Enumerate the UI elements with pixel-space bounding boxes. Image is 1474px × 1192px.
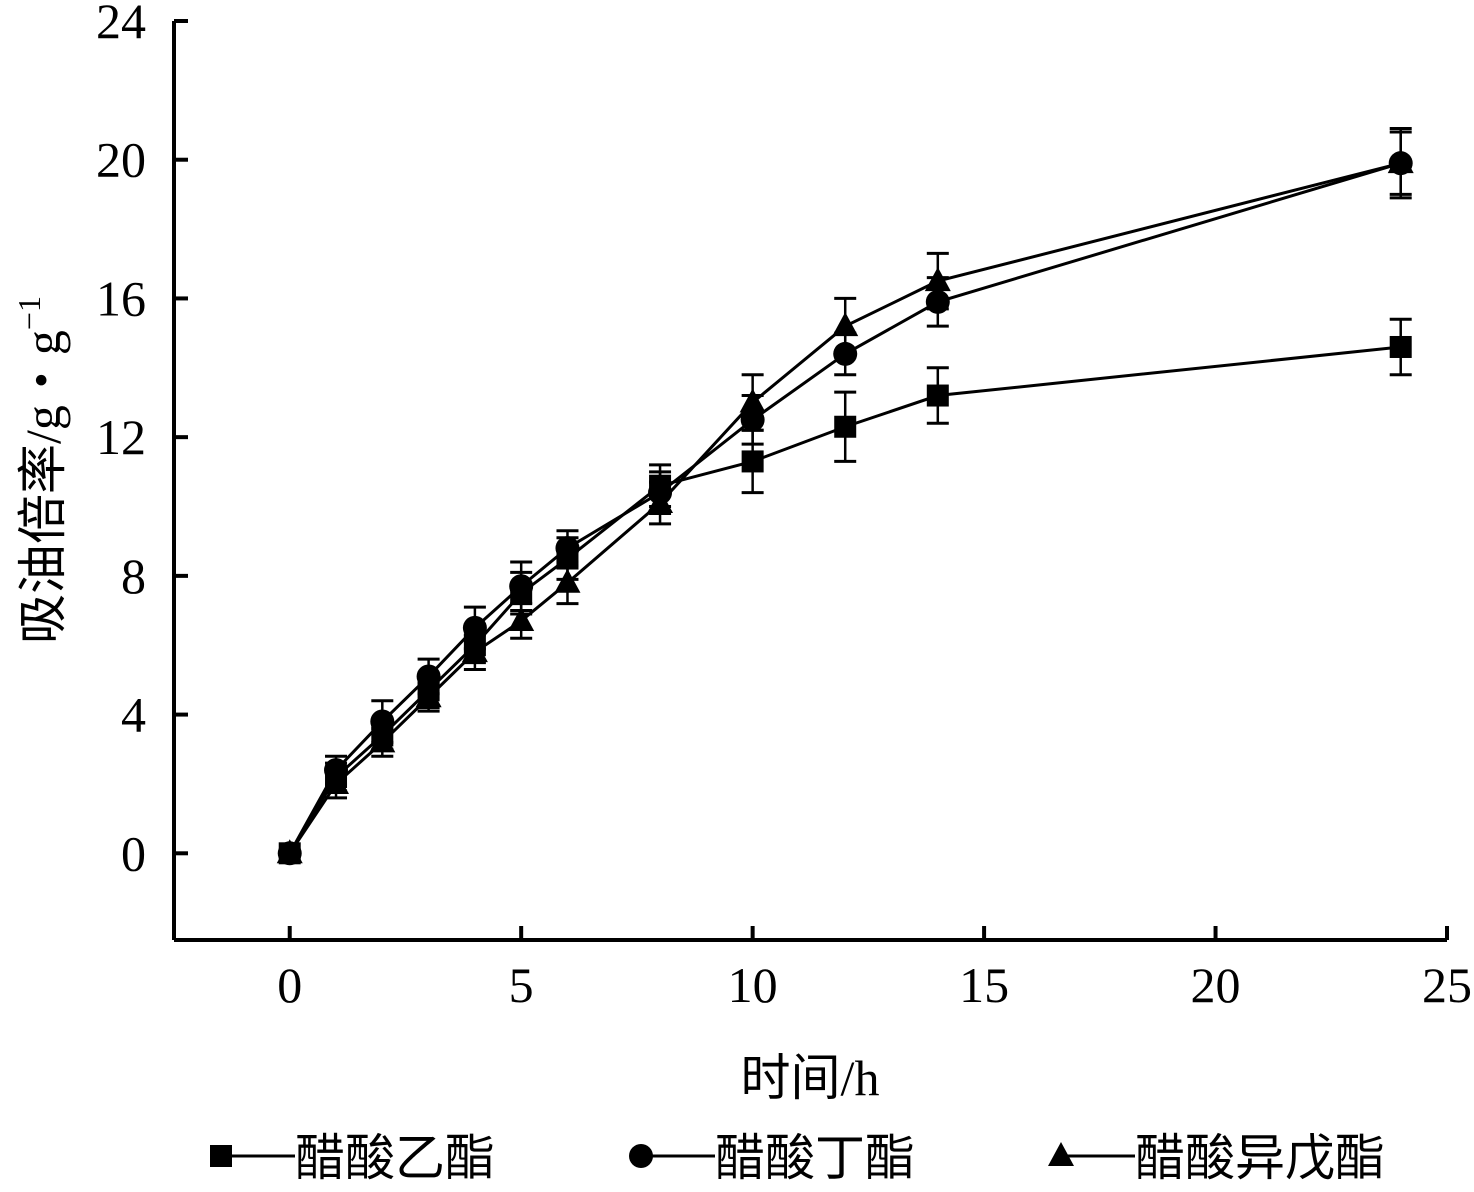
x-tick-label: 25: [1422, 957, 1472, 1013]
data-point-triangle: [415, 683, 442, 708]
legend-marker-triangle: [1048, 1142, 1074, 1166]
data-point-square: [741, 450, 764, 473]
data-point-triangle: [508, 606, 535, 631]
series-line: [288, 161, 1402, 855]
data-point-triangle: [276, 839, 303, 864]
data-point-circle: [555, 536, 580, 561]
data-point-square: [926, 384, 949, 407]
legend-item: 醋酸乙酯: [210, 1130, 495, 1186]
y-axis-title-main: 吸油倍率/g・g: [15, 330, 71, 644]
x-tick-label: 0: [277, 957, 302, 1013]
data-point-square: [1389, 335, 1412, 358]
data-point-triangle: [554, 568, 581, 593]
y-tick-label: 12: [96, 409, 146, 465]
legend-item: 醋酸异戊酯: [1048, 1130, 1385, 1186]
series-square: [278, 317, 1412, 865]
data-point-triangle: [739, 388, 766, 413]
data-point-square: [834, 415, 857, 438]
y-tick-label: 16: [96, 270, 146, 326]
legend-item: 醋酸丁酯: [629, 1130, 915, 1186]
data-point-triangle: [461, 638, 488, 663]
x-tick-label: 10: [728, 957, 778, 1013]
axes: 0 4 8 12 16 20 24 0 5 10 15 20 25 时间/h 吸油倍率/g・g−1: [11, 0, 1472, 1106]
series-triangle: [276, 130, 1414, 864]
y-tick-label: 24: [96, 0, 146, 49]
x-tick-label: 15: [959, 957, 1009, 1013]
y-axis-title: 吸油倍率/g・g−1: [11, 296, 71, 644]
data-point-triangle: [924, 267, 951, 292]
data-point-triangle: [323, 769, 350, 794]
y-tick-label: 4: [121, 687, 146, 743]
y-tick-label: 8: [121, 548, 146, 604]
legend-label: 醋酸乙酯: [295, 1130, 495, 1186]
series-layer: [276, 127, 1414, 866]
data-point-triangle: [832, 312, 859, 337]
legend-label: 醋酸丁酯: [715, 1130, 915, 1186]
y-tick-label: 0: [121, 825, 146, 881]
y-axis-title-superscript: −1: [11, 296, 47, 330]
data-point-triangle: [1387, 149, 1414, 174]
legend-label: 醋酸异戊酯: [1135, 1130, 1385, 1186]
series-line: [288, 161, 1402, 855]
series-circle: [277, 127, 1413, 866]
y-tick-label: 20: [96, 132, 146, 188]
x-tick-label: 20: [1191, 957, 1241, 1013]
legend: 醋酸乙酯 醋酸丁酯 醋酸异戊酯: [210, 1130, 1385, 1186]
x-tick-label: 5: [509, 957, 534, 1013]
x-axis-title: 时间/h: [741, 1050, 880, 1106]
data-point-circle: [509, 574, 534, 599]
data-point-triangle: [369, 728, 396, 753]
data-point-triangle: [647, 489, 674, 514]
